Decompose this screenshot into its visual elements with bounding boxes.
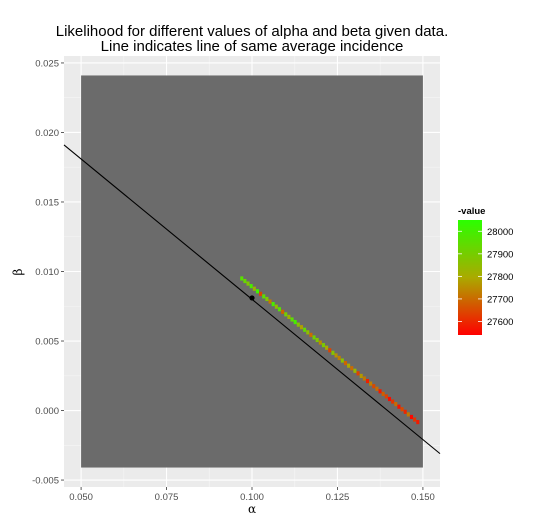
legend-tick-label: 27900 [487,249,513,260]
y-axis-title: β [11,268,25,275]
band-cell [284,312,288,317]
band-cell [281,309,285,314]
estimate-point [249,295,255,301]
band-cell [375,386,379,391]
band-cell [309,332,313,337]
band-cell [409,414,414,420]
band-cell [334,353,338,358]
band-cell [365,378,370,384]
band-cell [296,322,300,327]
band-cell [315,337,319,343]
legend-tick-label: 27600 [487,317,513,328]
band-cell [400,407,404,412]
band-cell [347,363,351,368]
band-cell [243,278,247,284]
band-cell [403,409,407,414]
band-cell [277,307,282,312]
band-cell [271,302,275,307]
band-cell [343,361,348,366]
band-cell [321,343,326,348]
band-cell [372,384,376,389]
band-cell [328,348,332,353]
band-cell [252,286,256,291]
band-cell [246,281,250,286]
legend-title: -value [458,206,485,217]
band-cell [293,319,297,325]
band-cell [350,366,354,371]
band-cell [413,417,417,422]
band-cell [340,358,344,363]
legend-tick-label: 27700 [487,294,513,305]
y-tick-label: 0.015 [35,197,59,208]
y-tick-label: 0.005 [35,337,59,348]
chart-title-line-1: Likelihood for different values of alpha… [56,23,449,40]
band-cell [387,396,392,402]
band-cell [318,340,322,345]
x-axis-title: α [248,502,256,516]
y-tick-label: 0.020 [35,128,59,139]
band-cell [325,345,329,350]
band-cell [265,296,269,302]
band-cell [274,304,278,309]
band-cell [290,317,294,322]
band-cell [359,373,363,379]
x-tick-label: 0.075 [155,492,179,503]
band-cell [306,330,310,335]
x-tick-label: 0.050 [69,492,93,503]
x-tick-label: 0.150 [411,492,435,503]
band-cell [378,389,382,394]
y-tick-label: -0.005 [32,476,59,487]
band-cell [391,399,395,404]
band-cell [287,314,291,320]
legend-tick-label: 28000 [487,227,513,238]
band-cell [312,335,316,340]
band-cell [337,355,341,361]
band-cell [240,276,244,281]
legend-colorbar [458,220,482,335]
y-tick-label: 0.010 [35,267,59,278]
band-cell [262,294,266,299]
band-cell [255,289,260,294]
legend-ticks: 28000 27900 27800 27700 27600 [458,227,513,328]
band-cell [394,402,398,407]
y-tick-label: 0.000 [35,406,59,417]
band-cell [362,376,366,381]
band-cell [353,368,357,373]
band-cell [406,412,410,417]
background-region [81,75,423,468]
band-cell [356,371,360,376]
band-cell [384,394,388,399]
band-cell [299,325,304,330]
band-cell [397,404,401,409]
band-cell [249,284,253,289]
band-cell [369,381,373,386]
x-tick-label: 0.100 [240,492,264,503]
region-layer [81,75,423,468]
x-tick-label: 0.125 [326,492,350,503]
likelihood-band [240,276,420,425]
band-cell [303,327,307,332]
overlay-layer [63,144,441,455]
band-cell [268,299,272,304]
band-cell [331,350,335,355]
band-cell [259,291,263,296]
band-cell [381,391,385,396]
y-tick-label: 0.025 [35,58,59,69]
legend-tick-label: 27800 [487,272,513,283]
axis-layer: 0.050 0.075 0.100 0.125 0.150 -0.005 0.000 0.00… [32,58,435,503]
band-cell [416,419,420,425]
chart-title-line-2: Line indicates line of same average inci… [101,38,404,55]
